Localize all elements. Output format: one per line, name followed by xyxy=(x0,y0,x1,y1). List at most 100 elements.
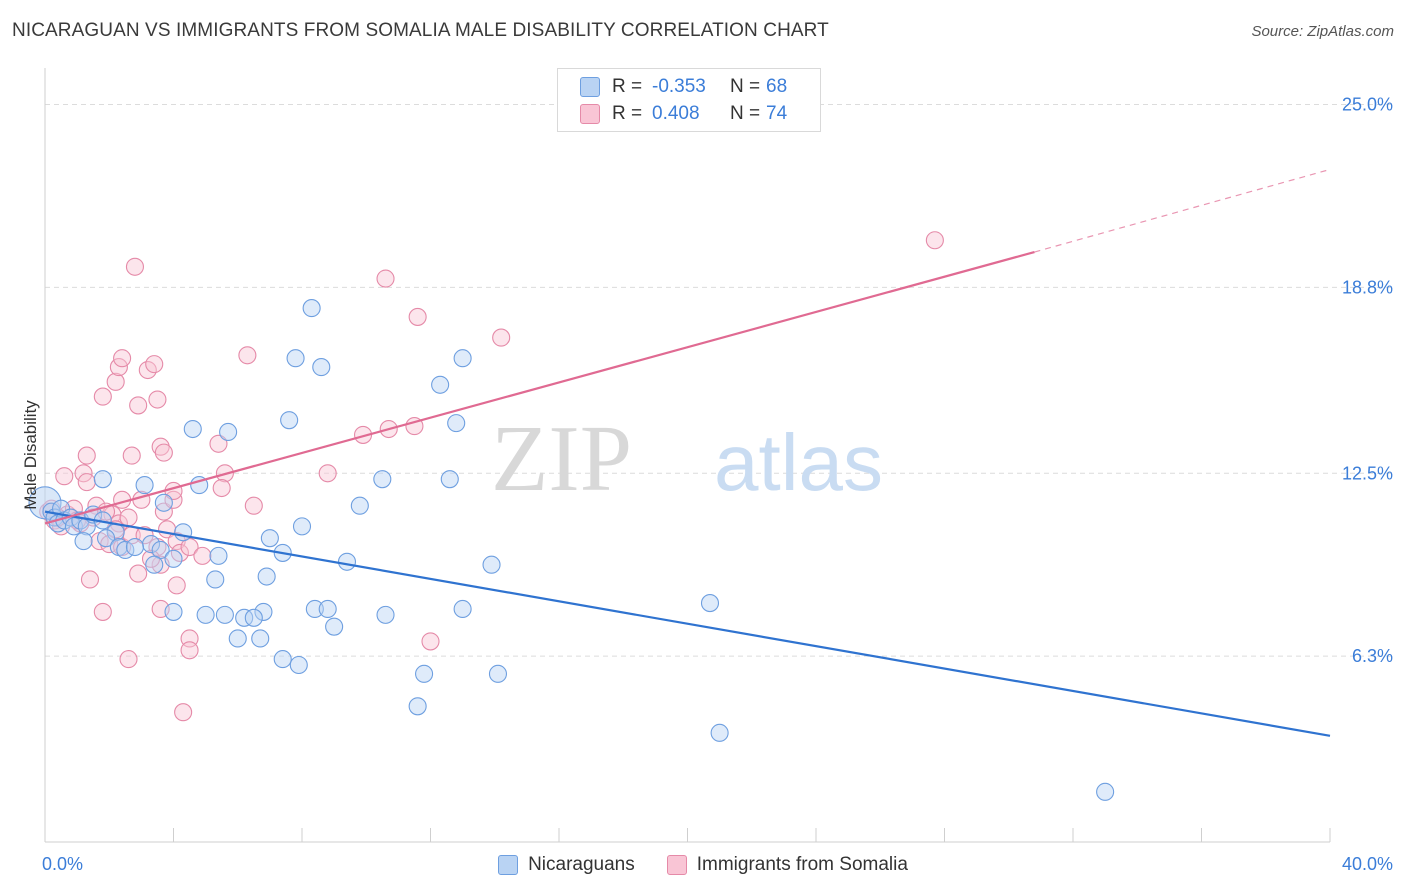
data-point xyxy=(325,617,344,636)
y-tick-label: 25.0% xyxy=(1342,95,1393,115)
somalia-swatch xyxy=(580,104,600,124)
data-point xyxy=(135,526,154,545)
r-label: R = xyxy=(612,76,643,97)
data-point xyxy=(925,231,944,250)
trend-line xyxy=(44,250,1035,525)
data-point xyxy=(376,269,395,288)
data-point xyxy=(244,608,263,627)
data-point xyxy=(415,664,434,683)
data-point xyxy=(209,546,228,565)
data-point xyxy=(145,555,164,574)
data-point xyxy=(148,390,167,409)
y-tick-label: 12.5% xyxy=(1342,463,1393,483)
data-point xyxy=(154,493,173,512)
data-point xyxy=(337,552,357,571)
data-point xyxy=(302,299,321,318)
data-point xyxy=(257,567,276,586)
data-point xyxy=(80,570,100,589)
legend-label: Immigrants from Somalia xyxy=(696,854,908,875)
data-point xyxy=(183,419,202,439)
axes xyxy=(44,68,1331,843)
somalia-swatch xyxy=(666,855,687,875)
data-point xyxy=(408,307,427,326)
stats-row-somalia: R = 0.408 N = 74 xyxy=(580,102,787,126)
data-point xyxy=(212,478,231,498)
data-point xyxy=(488,664,508,683)
data-point xyxy=(312,358,331,377)
legend-label: Nicaraguans xyxy=(528,854,635,875)
n-label: N = xyxy=(730,103,761,124)
data-point xyxy=(251,629,270,648)
x-tick-label: 40.0% xyxy=(1342,854,1393,874)
data-point xyxy=(289,655,308,675)
data-point xyxy=(167,576,186,595)
data-point xyxy=(164,602,183,621)
data-point xyxy=(305,599,324,619)
data-point xyxy=(113,349,132,368)
n-value: 68 xyxy=(766,76,788,97)
source-label: Source: ZipAtlas.com xyxy=(1251,23,1394,40)
grid-lines xyxy=(45,104,1392,657)
data-point xyxy=(482,555,501,574)
chart-title: NICARAGUAN VS IMMIGRANTS FROM SOMALIA MA… xyxy=(12,20,829,41)
data-point xyxy=(74,532,93,551)
data-point xyxy=(373,470,392,489)
data-point xyxy=(318,599,337,619)
series-legend: Nicaraguans Immigrants from Somalia xyxy=(0,852,1406,878)
data-point xyxy=(154,443,173,462)
data-point xyxy=(453,349,472,368)
data-point xyxy=(408,697,427,716)
data-point xyxy=(106,372,125,391)
data-point xyxy=(292,517,312,536)
data-point xyxy=(132,490,151,509)
data-point xyxy=(440,470,459,489)
legend-item-nicaraguans[interactable]: Nicaraguans xyxy=(498,854,635,876)
data-point xyxy=(196,605,215,624)
r-value: 0.408 xyxy=(652,103,700,124)
data-point xyxy=(421,632,440,651)
data-point xyxy=(492,328,511,347)
data-point xyxy=(700,594,720,613)
r-label: R = xyxy=(612,103,643,124)
data-point xyxy=(77,473,96,492)
data-point xyxy=(206,570,225,589)
data-point xyxy=(164,549,183,568)
data-point xyxy=(228,629,247,648)
data-point xyxy=(447,414,466,433)
data-point xyxy=(119,650,138,669)
y-tick-label: 6.3% xyxy=(1352,646,1393,666)
n-label: N = xyxy=(730,76,761,97)
data-point xyxy=(96,529,116,548)
data-point xyxy=(280,411,299,430)
data-point xyxy=(93,602,112,621)
stats-row-nicaraguans: R = -0.353 N = 68 xyxy=(580,75,787,99)
y-axis-label: Male Disability xyxy=(21,400,40,510)
data-point xyxy=(710,723,729,742)
data-point xyxy=(151,437,170,456)
watermark: ZIP atlas xyxy=(491,407,883,511)
watermark-atlas: atlas xyxy=(714,418,883,507)
series-somalia-points xyxy=(39,231,944,722)
data-point xyxy=(174,703,193,722)
legend-item-somalia[interactable]: Immigrants from Somalia xyxy=(666,854,908,876)
data-point xyxy=(1096,782,1115,801)
data-point xyxy=(135,476,154,495)
data-point xyxy=(235,608,254,627)
data-point xyxy=(125,537,144,557)
data-point xyxy=(254,602,273,621)
tick-labels: 6.3% 12.5% 18.8% 25.0% 0.0% 40.0% xyxy=(42,95,1393,874)
data-point xyxy=(453,599,472,619)
data-point xyxy=(55,467,74,486)
data-point xyxy=(77,446,96,465)
data-point xyxy=(219,422,238,442)
y-tick-label: 18.8% xyxy=(1342,277,1393,297)
data-point xyxy=(431,375,450,394)
data-point xyxy=(180,641,199,660)
data-point xyxy=(376,605,395,624)
data-point xyxy=(350,496,369,515)
data-point xyxy=(209,434,228,453)
data-point xyxy=(286,349,305,368)
data-point xyxy=(174,523,193,542)
data-point xyxy=(129,564,148,583)
